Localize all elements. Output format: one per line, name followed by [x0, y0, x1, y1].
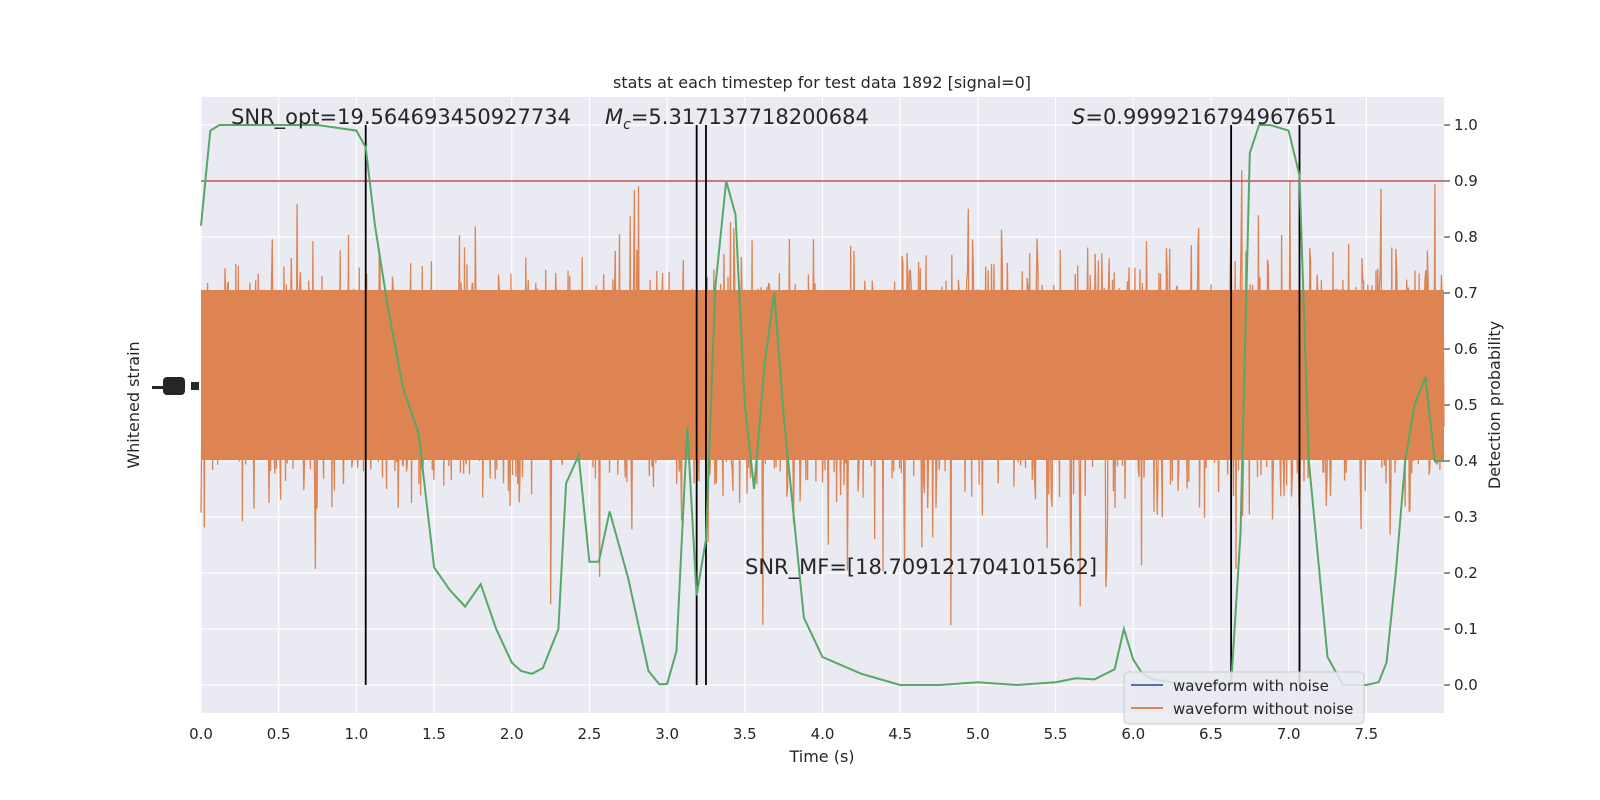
x-tick-label: 7.0: [1277, 725, 1301, 743]
x-tick-label: 4.0: [811, 725, 835, 743]
x-tick-label: 4.5: [888, 725, 912, 743]
legend-label-without-noise: waveform without noise: [1173, 700, 1353, 718]
significance-value: =0.9999216794967651: [1085, 105, 1336, 129]
significance-symbol: S: [1072, 105, 1085, 129]
y-tick-label: 0.2: [1454, 564, 1478, 582]
left-tick-clutter: [191, 382, 199, 390]
legend-label-with-noise: waveform with noise: [1173, 677, 1329, 695]
left-y-axis-label: Whitened strain: [124, 341, 143, 468]
x-tick-label: 1.0: [344, 725, 368, 743]
chart-title: stats at each timestep for test data 189…: [613, 73, 1031, 92]
chirp-mass-subscript: c: [623, 117, 631, 133]
snr-opt-annotation: SNR_opt=19.564693450927734: [231, 105, 571, 130]
legend: waveform with noise waveform without noi…: [1123, 671, 1365, 725]
y-tick-label: 0.5: [1454, 396, 1478, 414]
y-tick-label: 1.0: [1454, 116, 1478, 134]
x-tick-label: 3.5: [733, 725, 757, 743]
x-tick-label: 5.0: [966, 725, 990, 743]
y-tick-label: 0.0: [1454, 676, 1478, 694]
x-tick-label: 5.5: [1044, 725, 1068, 743]
x-tick-label: 7.5: [1354, 725, 1378, 743]
y-tick-label: 0.6: [1454, 340, 1478, 358]
annotations: SNR_opt=19.564693450927734 Mc=5.31713771…: [231, 105, 1337, 580]
right-y-axis-label: Detection probability: [1485, 321, 1504, 489]
y-tick-label: 0.1: [1454, 620, 1478, 638]
x-tick-label: 6.5: [1199, 725, 1223, 743]
waveform-without-noise-series: [200, 170, 1445, 626]
left-tick-clutter: [152, 386, 172, 389]
chirp-mass-annotation: Mc=5.317137718200684: [605, 105, 869, 133]
x-tick-label: 6.0: [1121, 725, 1145, 743]
waveform-trace: [200, 170, 1445, 626]
significance-annotation: S=0.9999216794967651: [1072, 105, 1337, 129]
x-tick-label: 1.5: [422, 725, 446, 743]
y-tick-label: 0.4: [1454, 452, 1478, 470]
chirp-mass-value: =5.317137718200684: [631, 105, 869, 129]
right-y-axis-ticks: 0.0 0.1 0.2 0.3 0.4 0.5 0.6 0.7 0.8 0.9 1.0: [1444, 116, 1478, 694]
y-tick-label: 0.8: [1454, 228, 1478, 246]
y-tick-label: 0.9: [1454, 172, 1478, 190]
detection-probability-line: [200, 124, 1444, 687]
left-axis-tick-clutter: [152, 377, 199, 395]
y-tick-label: 0.3: [1454, 508, 1478, 526]
legend-box: [1123, 671, 1365, 725]
y-tick-label: 0.7: [1454, 284, 1478, 302]
left-tick-clutter: [163, 377, 185, 395]
x-tick-label: 0.5: [267, 725, 291, 743]
snr-mf-annotation: SNR_MF=[18.709121704101562]: [745, 555, 1097, 580]
x-tick-label: 2.0: [500, 725, 524, 743]
x-tick-label: 2.5: [578, 725, 602, 743]
x-tick-label: 3.0: [655, 725, 679, 743]
x-axis-ticks: 0.0 0.5 1.0 1.5 2.0 2.5 3.0 3.5 4.0 4.5 5.0 5.5 6.0 6…: [189, 725, 1378, 743]
chirp-mass-symbol: M: [605, 105, 623, 129]
x-tick-label: 0.0: [189, 725, 213, 743]
x-axis-label: Time (s): [788, 747, 854, 766]
